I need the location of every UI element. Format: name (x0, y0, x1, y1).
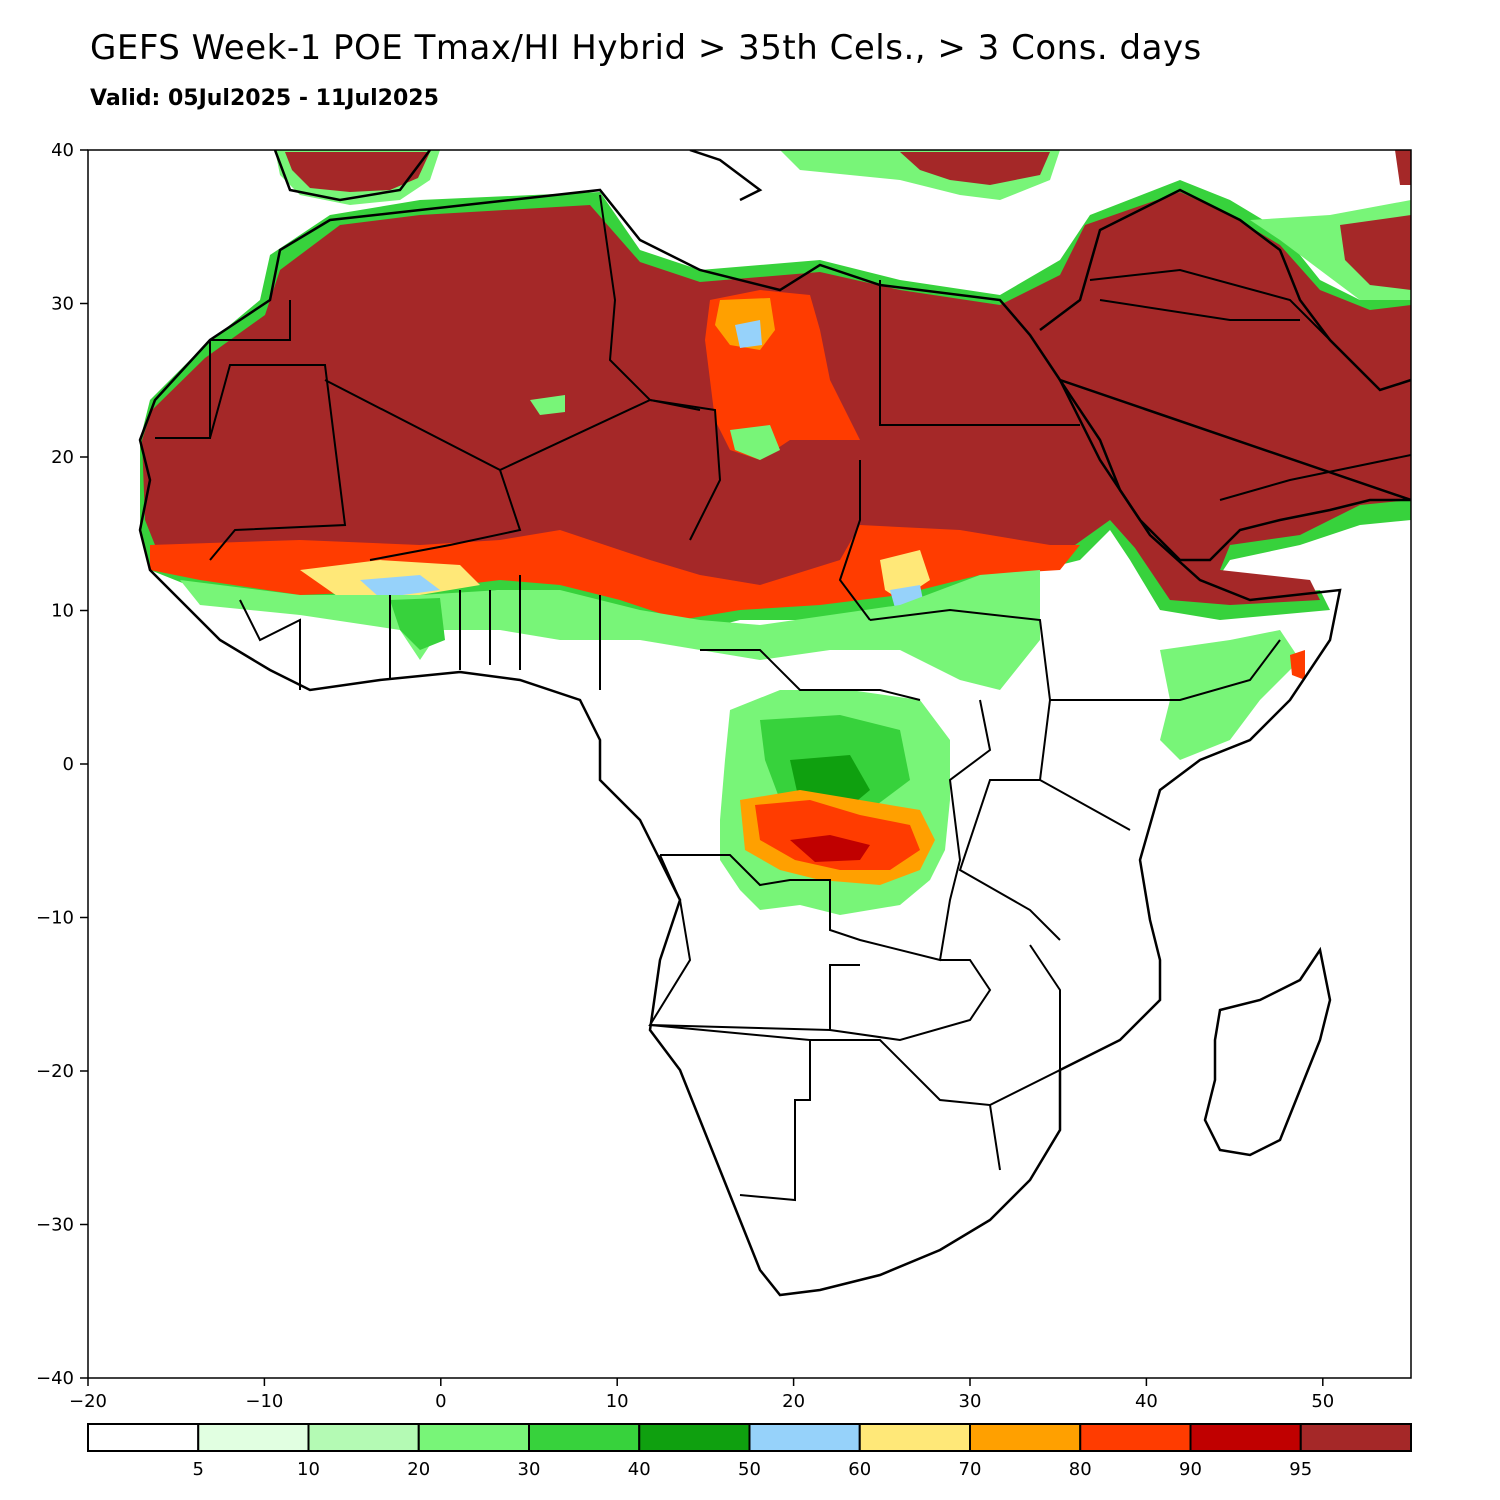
colorbar-label: 30 (518, 1459, 541, 1480)
colorbar-swatch (87, 1423, 200, 1452)
iberia-core (285, 152, 430, 192)
border-arabia (1089, 268, 1411, 501)
border-namibia-botswana (649, 1024, 811, 1202)
colorbar: 5 10 20 30 40 50 60 70 80 90 95 (87, 1423, 1412, 1480)
border-chad-sudan (838, 460, 871, 621)
border-mali (324, 379, 522, 561)
colorbar-swatch (858, 1423, 971, 1452)
border-tanzania (958, 779, 1061, 941)
arabia-coastline (1039, 188, 1411, 562)
sahel-orange (150, 525, 1080, 620)
colorbar-label: 95 (1289, 1459, 1312, 1480)
caspian-strip (1395, 150, 1411, 185)
x-tick-label: 20 (782, 1391, 805, 1412)
colorbar-swatch (197, 1423, 310, 1452)
arabia-north-core (1340, 215, 1411, 290)
somalia-hot (1290, 650, 1305, 680)
border-botswana-sa (810, 1039, 1001, 1171)
balkans-core (900, 152, 1050, 185)
colorbar-swatch (638, 1423, 751, 1452)
border-car (700, 649, 921, 701)
colorbar-label: 60 (848, 1459, 871, 1480)
border-mauritania (209, 364, 347, 561)
africa-coastline (138, 188, 1342, 1297)
tibesti-green (730, 425, 780, 460)
colorbar-label: 10 (297, 1459, 320, 1480)
libya-hotspot-blue (735, 320, 762, 348)
hoggar-green (530, 395, 565, 415)
madagascar-coastline (1203, 946, 1332, 1157)
sahel-blue (360, 575, 440, 598)
border-niger-chad (499, 398, 722, 541)
colorbar-label: 90 (1179, 1459, 1202, 1480)
border-western-sahara (155, 300, 291, 439)
colorbar-swatch (307, 1423, 420, 1452)
colorbar-swatch (1189, 1423, 1302, 1452)
y-tick-label: 30 (51, 294, 74, 315)
y-tick-label: 40 (51, 140, 74, 161)
colorbar-label: 5 (193, 1459, 204, 1480)
x-tick-label: 40 (1135, 1391, 1158, 1412)
x-tick-label: 0 (435, 1391, 446, 1412)
x-axis: −20 −10 0 10 20 30 40 50 (69, 1378, 1334, 1412)
y-axis: 40 30 20 10 0 −10 −20 −30 −40 (36, 140, 88, 1389)
colorbar-swatch (417, 1423, 530, 1452)
italy-coastline (689, 150, 763, 202)
y-tick-label: −20 (36, 1061, 74, 1082)
border-sudan-south (869, 608, 1051, 701)
map-title: GEFS Week-1 POE Tmax/HI Hybrid > 35th Ce… (90, 28, 1202, 68)
colorbar-swatch (528, 1423, 641, 1452)
x-tick-label: −20 (69, 1391, 107, 1412)
probability-field (140, 150, 1411, 915)
colorbar-label: 20 (407, 1459, 430, 1480)
coastlines (138, 150, 1411, 1297)
ethiopia-green (1160, 630, 1300, 760)
colorbar-label: 50 (738, 1459, 761, 1480)
x-tick-label: −10 (245, 1391, 283, 1412)
colorbar-label: 80 (1069, 1459, 1092, 1480)
colorbar-swatch (1079, 1423, 1192, 1452)
border-libya-egypt (879, 280, 1080, 426)
colorbar-label: 70 (959, 1459, 982, 1480)
colorbar-label: 40 (628, 1459, 651, 1480)
y-tick-label: −10 (36, 908, 74, 929)
y-tick-label: −30 (36, 1215, 74, 1236)
colorbar-swatch (969, 1423, 1082, 1452)
border-zambia (829, 959, 992, 1042)
border-drc (660, 699, 992, 962)
colorbar-swatch (1299, 1423, 1412, 1452)
valid-date-range: Valid: 05Jul2025 - 11Jul2025 (90, 86, 439, 111)
x-tick-label: 10 (606, 1391, 629, 1412)
iberia-coastline (273, 150, 431, 202)
y-tick-label: 10 (51, 601, 74, 622)
west-africa-darkgreen (390, 598, 445, 650)
y-tick-label: 0 (63, 754, 74, 775)
y-tick-label: 20 (51, 447, 74, 468)
x-tick-label: 30 (959, 1391, 982, 1412)
congo-core (790, 835, 870, 862)
y-tick-label: −40 (36, 1368, 74, 1389)
border-mozambique (989, 944, 1061, 1106)
border-west-africa-coastal (239, 575, 601, 690)
x-tick-label: 50 (1311, 1391, 1334, 1412)
country-borders (155, 194, 1411, 1202)
colorbar-swatch (748, 1423, 861, 1452)
border-ethiopia (1050, 639, 1281, 701)
congo-red (755, 800, 920, 870)
